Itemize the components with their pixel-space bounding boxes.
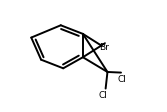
Text: Cl: Cl xyxy=(118,75,127,84)
Text: Cl: Cl xyxy=(98,91,107,100)
Text: Br: Br xyxy=(99,43,109,52)
